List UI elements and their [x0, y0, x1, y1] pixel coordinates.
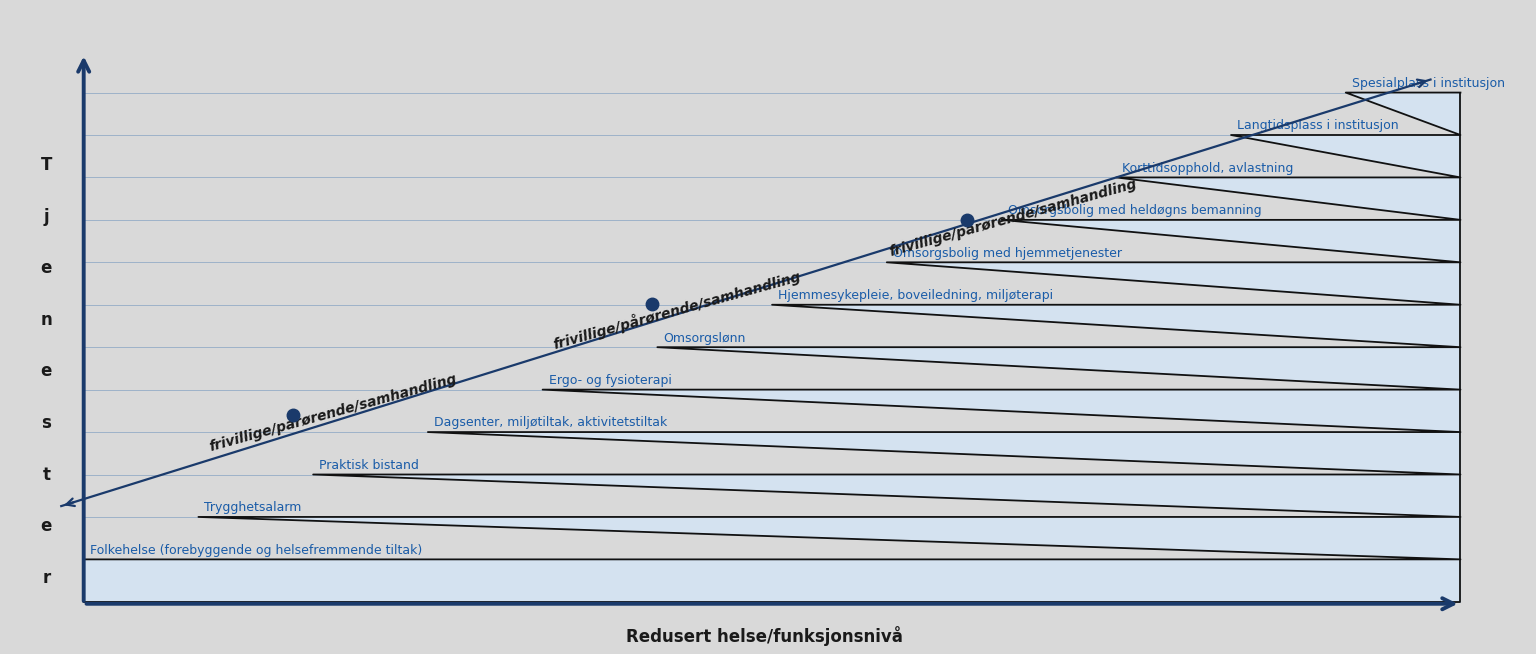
Text: j: j: [43, 207, 49, 226]
Text: r: r: [41, 569, 51, 587]
Text: e: e: [40, 259, 52, 277]
Text: Omsorgslønn: Omsorgslønn: [664, 332, 745, 345]
Text: e: e: [40, 362, 52, 381]
Text: Hjemmesykepleie, boveiledning, miljøterapi: Hjemmesykepleie, boveiledning, miljøtera…: [779, 289, 1054, 302]
Text: Omsorgsbolig med hjemmetjenester: Omsorgsbolig med hjemmetjenester: [892, 247, 1121, 260]
Text: Folkehelse (forebyggende og helsefremmende tiltak): Folkehelse (forebyggende og helsefremmen…: [89, 543, 422, 557]
Text: Spesialplass i institusjon: Spesialplass i institusjon: [1352, 77, 1505, 90]
Polygon shape: [83, 93, 1461, 602]
Text: frivillige/pårørende/samhandling: frivillige/pårørende/samhandling: [888, 175, 1140, 258]
Text: Korttidsopphold, avlastning: Korttidsopphold, avlastning: [1123, 162, 1293, 175]
Text: Omsorgsbolig med heldøgns bemanning: Omsorgsbolig med heldøgns bemanning: [1008, 204, 1261, 217]
Text: Ergo- og fysioterapi: Ergo- og fysioterapi: [548, 374, 671, 387]
Text: s: s: [41, 414, 51, 432]
Text: Dagsenter, miljøtiltak, aktivitetstiltak: Dagsenter, miljøtiltak, aktivitetstiltak: [433, 417, 667, 430]
Text: T: T: [40, 156, 52, 174]
Text: frivillige/pårørende/samhandling: frivillige/pårørende/samhandling: [551, 267, 802, 352]
Text: frivillige/pårørende/samhandling: frivillige/pårørende/samhandling: [207, 370, 458, 454]
Text: Trygghetsalarm: Trygghetsalarm: [204, 502, 301, 514]
Text: Praktisk bistand: Praktisk bistand: [319, 459, 419, 472]
Text: t: t: [43, 466, 51, 483]
Text: n: n: [40, 311, 52, 329]
Text: e: e: [40, 517, 52, 535]
Text: Langtidsplass i institusjon: Langtidsplass i institusjon: [1236, 120, 1399, 132]
Text: Redusert helse/funksjonsnivå: Redusert helse/funksjonsnivå: [627, 626, 903, 646]
